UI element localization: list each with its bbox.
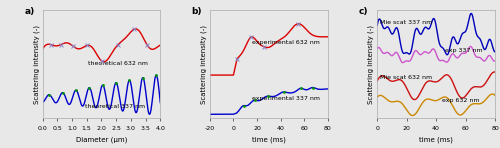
Text: b): b) — [191, 7, 202, 16]
Text: c): c) — [358, 7, 368, 16]
X-axis label: time (ms): time (ms) — [252, 137, 286, 143]
Text: experimental 632 nm: experimental 632 nm — [252, 40, 320, 45]
Text: exp 337 nm: exp 337 nm — [445, 48, 482, 53]
X-axis label: time (ms): time (ms) — [419, 137, 453, 143]
X-axis label: Diameter (μm): Diameter (μm) — [76, 137, 127, 143]
Text: Mie scat 337 nm: Mie scat 337 nm — [380, 20, 432, 25]
Y-axis label: Scattering intensity (-): Scattering intensity (-) — [200, 25, 207, 104]
Y-axis label: Scattering intensity (-): Scattering intensity (-) — [33, 25, 40, 104]
Text: theoretical 632 nm: theoretical 632 nm — [88, 61, 148, 66]
Y-axis label: Scattering Intensity (-): Scattering Intensity (-) — [368, 25, 374, 104]
Text: experimental 337 nm: experimental 337 nm — [252, 96, 320, 101]
Text: a): a) — [25, 7, 35, 16]
Text: theoretical 337 nm: theoretical 337 nm — [85, 104, 146, 109]
Text: exp 632 nm: exp 632 nm — [442, 98, 480, 103]
Text: Mie scat 632 nm: Mie scat 632 nm — [380, 75, 432, 80]
